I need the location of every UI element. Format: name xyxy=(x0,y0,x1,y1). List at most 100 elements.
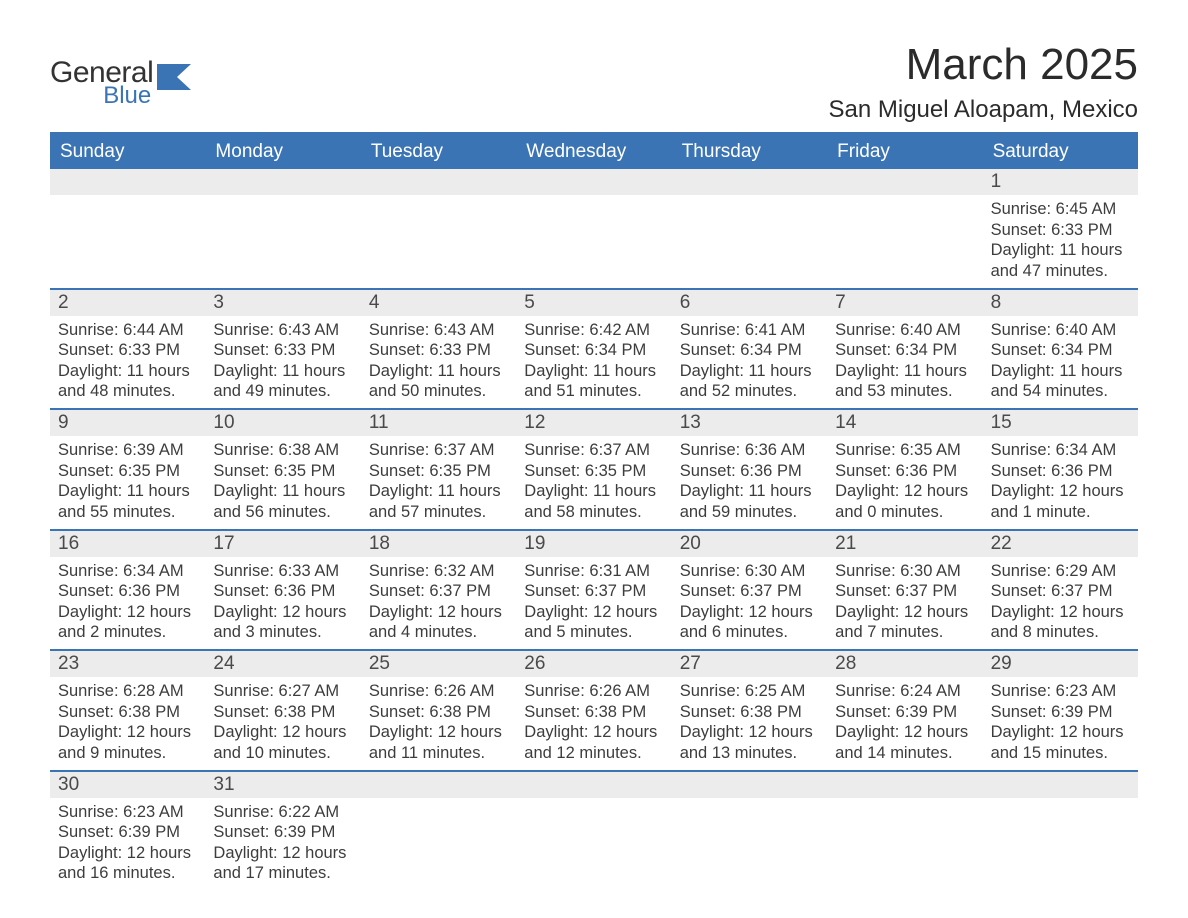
day-number xyxy=(205,169,360,195)
day-cell: Sunrise: 6:39 AMSunset: 6:35 PMDaylight:… xyxy=(50,436,205,529)
day-number: 2 xyxy=(50,288,205,316)
sunset-text: Sunset: 6:38 PM xyxy=(58,702,197,723)
brand-flag-icon xyxy=(157,64,191,90)
daylight-text: Daylight: 12 hours and 10 minutes. xyxy=(213,722,352,763)
sunset-text: Sunset: 6:39 PM xyxy=(58,822,197,843)
brand-text: General Blue xyxy=(50,58,153,108)
day-number: 30 xyxy=(50,770,205,798)
day-number: 5 xyxy=(516,288,671,316)
day-cell: Sunrise: 6:32 AMSunset: 6:37 PMDaylight:… xyxy=(361,557,516,650)
sunset-text: Sunset: 6:34 PM xyxy=(991,340,1130,361)
sunrise-text: Sunrise: 6:37 AM xyxy=(524,440,663,461)
daylight-text: Daylight: 11 hours and 48 minutes. xyxy=(58,361,197,402)
day-number: 25 xyxy=(361,649,516,677)
weekday-header: Monday xyxy=(205,135,360,169)
daylight-text: Daylight: 12 hours and 17 minutes. xyxy=(213,843,352,884)
daylight-text: Daylight: 11 hours and 58 minutes. xyxy=(524,481,663,522)
day-number: 24 xyxy=(205,649,360,677)
sunrise-text: Sunrise: 6:34 AM xyxy=(991,440,1130,461)
day-cell xyxy=(50,195,205,288)
sunrise-text: Sunrise: 6:41 AM xyxy=(680,320,819,341)
day-number: 4 xyxy=(361,288,516,316)
daylight-text: Daylight: 12 hours and 3 minutes. xyxy=(213,602,352,643)
day-cell: Sunrise: 6:43 AMSunset: 6:33 PMDaylight:… xyxy=(205,316,360,409)
day-number xyxy=(827,169,982,195)
sunset-text: Sunset: 6:37 PM xyxy=(369,581,508,602)
sunrise-text: Sunrise: 6:28 AM xyxy=(58,681,197,702)
page-header: General Blue March 2025 San Miguel Aloap… xyxy=(50,40,1138,124)
sunrise-text: Sunrise: 6:42 AM xyxy=(524,320,663,341)
weekday-header: Saturday xyxy=(983,135,1138,169)
sunset-text: Sunset: 6:38 PM xyxy=(680,702,819,723)
sunset-text: Sunset: 6:34 PM xyxy=(680,340,819,361)
sunset-text: Sunset: 6:36 PM xyxy=(58,581,197,602)
weekday-header: Thursday xyxy=(672,135,827,169)
location: San Miguel Aloapam, Mexico xyxy=(829,96,1139,124)
daylight-text: Daylight: 12 hours and 1 minute. xyxy=(991,481,1130,522)
day-cell: Sunrise: 6:42 AMSunset: 6:34 PMDaylight:… xyxy=(516,316,671,409)
day-number: 31 xyxy=(205,770,360,798)
day-number: 27 xyxy=(672,649,827,677)
sunset-text: Sunset: 6:35 PM xyxy=(213,461,352,482)
sunrise-text: Sunrise: 6:38 AM xyxy=(213,440,352,461)
sunrise-text: Sunrise: 6:29 AM xyxy=(991,561,1130,582)
sunset-text: Sunset: 6:34 PM xyxy=(524,340,663,361)
day-cell: Sunrise: 6:27 AMSunset: 6:38 PMDaylight:… xyxy=(205,677,360,770)
sunrise-text: Sunrise: 6:23 AM xyxy=(991,681,1130,702)
daylight-text: Daylight: 12 hours and 0 minutes. xyxy=(835,481,974,522)
sunrise-text: Sunrise: 6:31 AM xyxy=(524,561,663,582)
sunrise-text: Sunrise: 6:30 AM xyxy=(835,561,974,582)
day-cell: Sunrise: 6:36 AMSunset: 6:36 PMDaylight:… xyxy=(672,436,827,529)
month-title: March 2025 xyxy=(829,40,1139,90)
day-number: 29 xyxy=(983,649,1138,677)
daylight-text: Daylight: 11 hours and 54 minutes. xyxy=(991,361,1130,402)
daylight-text: Daylight: 11 hours and 50 minutes. xyxy=(369,361,508,402)
sunrise-text: Sunrise: 6:36 AM xyxy=(680,440,819,461)
sunset-text: Sunset: 6:33 PM xyxy=(369,340,508,361)
sunset-text: Sunset: 6:39 PM xyxy=(835,702,974,723)
day-cell xyxy=(672,798,827,891)
sunrise-text: Sunrise: 6:39 AM xyxy=(58,440,197,461)
day-number: 8 xyxy=(983,288,1138,316)
day-cell: Sunrise: 6:23 AMSunset: 6:39 PMDaylight:… xyxy=(983,677,1138,770)
day-number xyxy=(516,169,671,195)
daylight-text: Daylight: 12 hours and 5 minutes. xyxy=(524,602,663,643)
day-number xyxy=(827,770,982,798)
sunset-text: Sunset: 6:35 PM xyxy=(369,461,508,482)
day-number: 22 xyxy=(983,529,1138,557)
day-cell: Sunrise: 6:34 AMSunset: 6:36 PMDaylight:… xyxy=(50,557,205,650)
sunset-text: Sunset: 6:35 PM xyxy=(58,461,197,482)
sunset-text: Sunset: 6:39 PM xyxy=(991,702,1130,723)
sunset-text: Sunset: 6:36 PM xyxy=(680,461,819,482)
sunrise-text: Sunrise: 6:35 AM xyxy=(835,440,974,461)
day-cell xyxy=(361,798,516,891)
day-cell: Sunrise: 6:30 AMSunset: 6:37 PMDaylight:… xyxy=(672,557,827,650)
day-number: 23 xyxy=(50,649,205,677)
day-cell: Sunrise: 6:31 AMSunset: 6:37 PMDaylight:… xyxy=(516,557,671,650)
day-number xyxy=(983,770,1138,798)
day-cell: Sunrise: 6:34 AMSunset: 6:36 PMDaylight:… xyxy=(983,436,1138,529)
daylight-text: Daylight: 12 hours and 2 minutes. xyxy=(58,602,197,643)
day-number: 3 xyxy=(205,288,360,316)
sunrise-text: Sunrise: 6:44 AM xyxy=(58,320,197,341)
day-number: 6 xyxy=(672,288,827,316)
day-number: 19 xyxy=(516,529,671,557)
day-cell: Sunrise: 6:43 AMSunset: 6:33 PMDaylight:… xyxy=(361,316,516,409)
day-cell xyxy=(205,195,360,288)
day-number: 26 xyxy=(516,649,671,677)
weekday-header: Tuesday xyxy=(361,135,516,169)
daylight-text: Daylight: 12 hours and 9 minutes. xyxy=(58,722,197,763)
day-cell xyxy=(827,195,982,288)
day-number: 7 xyxy=(827,288,982,316)
daylight-text: Daylight: 11 hours and 59 minutes. xyxy=(680,481,819,522)
daylight-text: Daylight: 12 hours and 8 minutes. xyxy=(991,602,1130,643)
day-number: 20 xyxy=(672,529,827,557)
daylight-text: Daylight: 12 hours and 6 minutes. xyxy=(680,602,819,643)
sunset-text: Sunset: 6:35 PM xyxy=(524,461,663,482)
day-number: 17 xyxy=(205,529,360,557)
sunset-text: Sunset: 6:38 PM xyxy=(369,702,508,723)
sunset-text: Sunset: 6:33 PM xyxy=(991,220,1130,241)
daylight-text: Daylight: 12 hours and 13 minutes. xyxy=(680,722,819,763)
day-number: 21 xyxy=(827,529,982,557)
day-cell: Sunrise: 6:23 AMSunset: 6:39 PMDaylight:… xyxy=(50,798,205,891)
